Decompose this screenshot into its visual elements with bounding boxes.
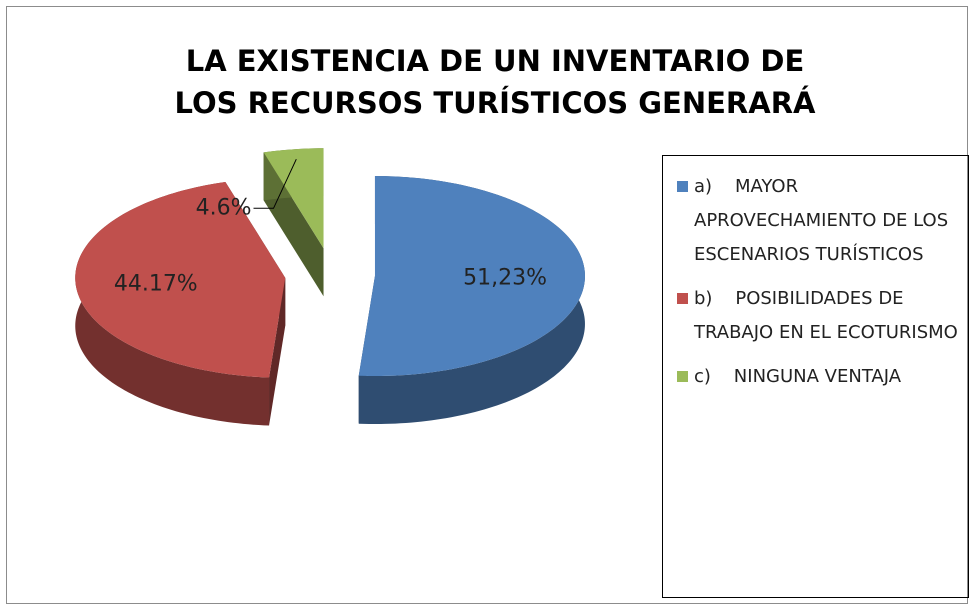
- legend-swatch: [677, 371, 688, 382]
- legend-label: b) POSIBILIDADES DE TRABAJO EN EL ECOTUR…: [694, 288, 958, 343]
- chart-frame: [6, 6, 968, 604]
- chart-title: LA EXISTENCIA DE UN INVENTARIO DE LOS RE…: [174, 44, 816, 120]
- legend-entry: a) MAYOR APROVECHAMIENTO DE LOS ESCENARI…: [677, 170, 960, 272]
- legend-entry: c) NINGUNA VENTAJA: [677, 360, 960, 394]
- data-label: 51,23%: [463, 265, 547, 290]
- slice: [75, 182, 286, 378]
- legend-entry: b) POSIBILIDADES DE TRABAJO EN EL ECOTUR…: [677, 282, 960, 350]
- data-label: 44.17%: [114, 271, 198, 296]
- legend-label: a) MAYOR APROVECHAMIENTO DE LOS ESCENARI…: [694, 176, 954, 265]
- slice-tops: [75, 148, 585, 378]
- slice: [263, 148, 324, 249]
- data-label: 4.6%: [196, 195, 252, 220]
- slice: [358, 176, 585, 377]
- leader-line: [253, 159, 297, 209]
- legend-label: c) NINGUNA VENTAJA: [694, 366, 902, 387]
- legend-swatch: [677, 293, 688, 304]
- legend-swatch: [677, 181, 688, 192]
- legend: a) MAYOR APROVECHAMIENTO DE LOS ESCENARI…: [662, 155, 969, 598]
